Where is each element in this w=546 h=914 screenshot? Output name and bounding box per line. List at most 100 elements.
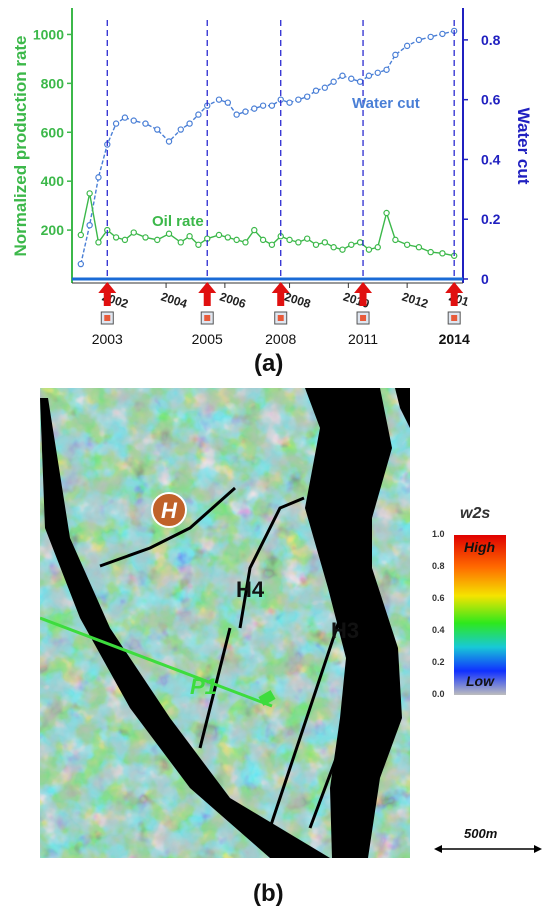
oil-rate-point bbox=[77, 231, 85, 239]
oil-rate-point bbox=[348, 241, 355, 248]
oil-rate-point bbox=[383, 209, 390, 217]
y-right-tick-label: 0.6 bbox=[481, 92, 501, 108]
h-marker bbox=[151, 492, 187, 528]
oil-rate-point bbox=[142, 234, 149, 241]
x-tick-label: 2012 bbox=[400, 290, 430, 312]
series-layer bbox=[77, 27, 458, 268]
fault-lines bbox=[99, 486, 372, 829]
seismic-cube-icon-core bbox=[360, 315, 367, 321]
water-cut-point bbox=[142, 120, 149, 127]
seismic-cube-icon-core bbox=[451, 315, 458, 321]
water-cut-point bbox=[268, 102, 276, 109]
seismic-cube-icon-core bbox=[204, 315, 211, 321]
well-marker bbox=[258, 690, 276, 706]
y-left-tick-label: 400 bbox=[41, 173, 65, 189]
water-cut-point bbox=[295, 96, 302, 103]
water-cut-point bbox=[112, 120, 120, 127]
water-cut-point bbox=[383, 66, 390, 73]
label-p1: P1 bbox=[190, 674, 217, 699]
survey-year-label: 2014 bbox=[439, 331, 470, 347]
oil-rate-point bbox=[312, 241, 320, 248]
oil-rate-point bbox=[356, 239, 364, 246]
oil-rate-point bbox=[374, 244, 381, 251]
water-cut-point bbox=[251, 105, 258, 112]
y-left-tick-label: 1000 bbox=[33, 26, 64, 42]
water-cut-point bbox=[224, 99, 232, 106]
seismic-cube-icon-core bbox=[104, 315, 111, 321]
y-right-tick-label: 0.8 bbox=[481, 32, 501, 48]
oil-rate-point bbox=[154, 236, 161, 244]
label-h3: H3 bbox=[331, 618, 359, 643]
scale-bar-label: 500m bbox=[464, 826, 498, 841]
survey-arrow-shaft bbox=[359, 292, 367, 306]
water-cut-point bbox=[130, 117, 137, 124]
scale-bar-arrow bbox=[434, 845, 542, 853]
water-cut-annotation: Water cut bbox=[352, 95, 420, 112]
water-cut-point bbox=[233, 111, 240, 118]
oil-rate-point bbox=[112, 234, 120, 241]
x-axis-ticks: 2002 2004 2006 2008 2010 2012 201 bbox=[100, 283, 471, 311]
colorbar-gradient bbox=[454, 535, 506, 695]
seismic-cube-icon-core bbox=[277, 315, 284, 321]
colorbar-tick-label: 0.0 bbox=[432, 689, 445, 699]
h-marker-label: H bbox=[161, 498, 178, 523]
colorbar: w2s 1.0 0.8 0.6 0.4 0.2 0.0 High Low bbox=[432, 505, 532, 705]
y-right-tick-label: 0 bbox=[481, 271, 489, 287]
water-cut-point bbox=[242, 108, 249, 115]
water-cut-point bbox=[415, 36, 423, 44]
x-tick-label: 2006 bbox=[218, 290, 248, 312]
colorbar-tick-label: 0.2 bbox=[432, 657, 445, 667]
oil-rate-point bbox=[392, 236, 399, 244]
water-cut-point bbox=[330, 78, 337, 85]
y-left-tick-label: 800 bbox=[41, 75, 65, 91]
survey-arrow-head bbox=[198, 282, 217, 293]
x-tick-label: 2004 bbox=[159, 290, 189, 312]
colorbar-tick-label: 0.4 bbox=[432, 625, 445, 635]
oil-rate-point bbox=[286, 236, 293, 244]
water-cut-point bbox=[121, 114, 129, 121]
oil-rate-point bbox=[242, 239, 249, 246]
survey-arrow-shaft bbox=[203, 292, 211, 306]
water-cut-point bbox=[365, 72, 373, 79]
y-right-axis-label: Water cut bbox=[514, 108, 533, 185]
water-cut-point bbox=[259, 102, 267, 109]
y-left-axis-label: Normalized production rate bbox=[11, 35, 30, 256]
water-cut-point bbox=[86, 221, 93, 229]
right-axis-ticks: 0 0.2 0.4 0.6 0.8 bbox=[463, 32, 501, 287]
colorbar-high: High bbox=[464, 539, 496, 555]
oil-rate-point bbox=[165, 230, 173, 237]
water-cut-point bbox=[215, 96, 223, 103]
survey-arrow-shaft bbox=[103, 292, 111, 306]
y-left-tick-label: 600 bbox=[41, 124, 65, 140]
oil-rate-point bbox=[439, 250, 446, 257]
water-cut-point bbox=[321, 84, 329, 91]
survey-year-label: 2008 bbox=[265, 331, 296, 347]
colorbar-tick-label: 0.6 bbox=[432, 593, 445, 603]
panel-a-label: (a) bbox=[254, 350, 284, 377]
water-cut-point bbox=[312, 87, 320, 94]
water-cut-point bbox=[439, 30, 446, 38]
colorbar-title: w2s bbox=[460, 505, 491, 522]
oil-rate-point bbox=[330, 244, 337, 251]
water-cut-point bbox=[356, 78, 364, 85]
oil-rate-point bbox=[251, 226, 258, 234]
saturation-map: H H4 H3 P1 bbox=[40, 388, 410, 858]
survey-arrow-head bbox=[354, 282, 373, 293]
water-cut-point bbox=[95, 174, 102, 181]
oil-rate-point bbox=[186, 233, 193, 240]
water-cut-point bbox=[195, 111, 202, 118]
oil-rate-point bbox=[427, 248, 434, 256]
oil-rate-line bbox=[80, 193, 455, 257]
survey-year-label: 2005 bbox=[192, 331, 223, 347]
fault-left bbox=[40, 398, 330, 858]
oil-rate-point bbox=[121, 236, 129, 244]
oil-rate-point bbox=[339, 246, 346, 253]
oil-rate-point bbox=[195, 241, 202, 248]
water-cut-point bbox=[303, 93, 311, 100]
water-cut-point bbox=[392, 51, 399, 59]
label-h4: H4 bbox=[236, 577, 265, 602]
oil-rate-point bbox=[233, 236, 240, 244]
scale-bar: 500m bbox=[434, 826, 542, 866]
survey-arrow-head bbox=[98, 282, 117, 293]
